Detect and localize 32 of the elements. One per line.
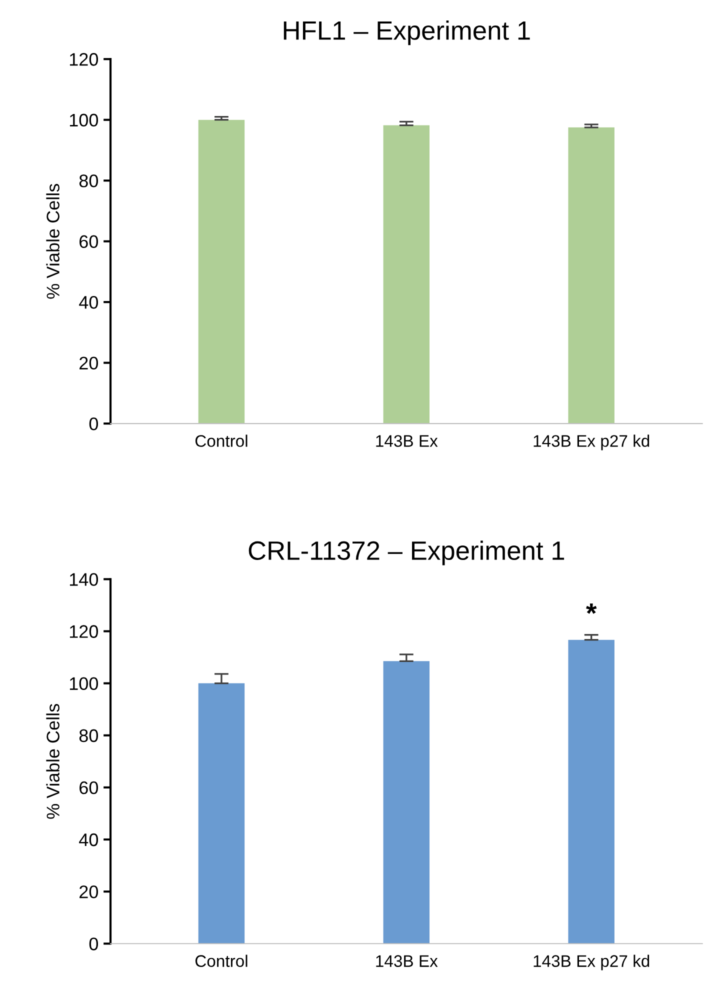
bar [383, 661, 430, 944]
x-tick-label: 143B Ex p27 kd [534, 434, 650, 450]
bar [198, 683, 245, 944]
bar [198, 120, 245, 424]
y-tick-label: 20 [80, 886, 98, 898]
chart-title: CRL-11372 – Experiment 1 [248, 540, 564, 566]
y-tick-label: 80 [79, 729, 98, 742]
y-tick-label: 20 [80, 356, 98, 370]
y-tick-label: 0 [89, 417, 98, 430]
y-tick-label: 100 [70, 114, 98, 127]
y-tick-label: 120 [70, 625, 98, 638]
y-tick-label: 120 [70, 53, 98, 66]
chart-title: HFL1 – Experiment 1 [284, 20, 530, 46]
bar [568, 127, 614, 424]
y-axis-title: % Viable Cells [46, 704, 60, 819]
y-tick-label: 60 [80, 781, 98, 794]
annotation: * [586, 604, 597, 614]
y-tick-label: 140 [70, 573, 98, 586]
y-tick-label: 100 [70, 677, 98, 690]
bar [383, 125, 430, 424]
y-tick-label: 60 [80, 235, 98, 248]
y-tick-label: 40 [79, 833, 98, 846]
x-tick-label: 143B Ex p27 kd [534, 954, 650, 970]
x-tick-label: Control [195, 434, 248, 447]
x-tick-label: 143B Ex [376, 435, 438, 447]
x-tick-label: Control [195, 954, 248, 967]
y-tick-label: 0 [89, 938, 98, 950]
x-tick-label: 143B Ex [376, 955, 438, 967]
y-tick-label: 40 [79, 296, 98, 309]
y-axis-title: % Viable Cells [46, 184, 60, 299]
bar [568, 640, 614, 944]
y-tick-label: 80 [79, 174, 98, 188]
